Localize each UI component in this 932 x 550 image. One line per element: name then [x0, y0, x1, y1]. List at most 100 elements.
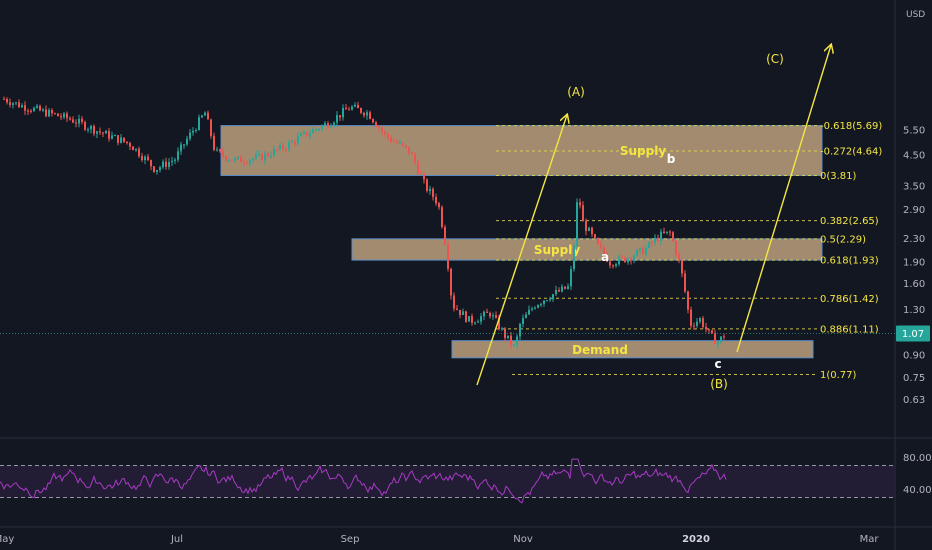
candle-body: [648, 242, 650, 248]
wave-labels-layer: (A) (B) (C) a b c: [567, 52, 784, 391]
candle: [405, 144, 407, 149]
candle: [624, 256, 626, 263]
candle: [657, 234, 659, 243]
candle: [489, 311, 491, 319]
candle-body: [108, 131, 110, 139]
candle-body: [246, 162, 248, 164]
candle-body: [378, 126, 380, 128]
candle-body: [3, 98, 5, 100]
candle: [75, 119, 77, 128]
candle-body: [720, 336, 722, 343]
candle-body: [237, 156, 239, 159]
candle: [279, 142, 281, 151]
candle: [27, 108, 29, 116]
candle-body: [495, 315, 497, 318]
candle-body: [354, 104, 356, 107]
candle-body: [690, 309, 692, 326]
candle-body: [84, 121, 86, 130]
candle: [555, 285, 557, 296]
candle-body: [339, 115, 341, 118]
candle-body: [711, 330, 713, 334]
candle: [36, 103, 38, 109]
candle: [534, 306, 536, 310]
candle-body: [540, 303, 542, 306]
time-axis[interactable]: MayJulSepNov2020MarMayJulSepNov2021: [0, 534, 932, 545]
candle-body: [207, 112, 209, 120]
candle: [177, 147, 179, 163]
candle-body: [279, 144, 281, 150]
candle: [609, 258, 611, 269]
candle-body: [552, 294, 554, 300]
candle: [258, 150, 260, 157]
candle-body: [306, 131, 308, 136]
candle: [525, 311, 527, 319]
fib-label-4: 0.5(2.29): [820, 234, 866, 245]
time-tick-0: May: [0, 534, 14, 545]
candle: [639, 247, 641, 254]
candle: [387, 133, 389, 142]
candle-body: [99, 131, 101, 133]
candle-body: [663, 231, 665, 234]
candle: [228, 158, 230, 163]
candle: [621, 255, 623, 259]
zones-layer: Supply Supply Demand: [220, 125, 823, 359]
candle: [570, 266, 572, 291]
candle-body: [576, 202, 578, 247]
candle: [354, 102, 356, 108]
candle: [459, 309, 461, 319]
price-tick-4: 2.30: [903, 234, 925, 245]
arrow-wave-c: [736, 45, 831, 353]
candle: [465, 310, 467, 323]
candle-body: [72, 119, 74, 123]
candle: [273, 145, 275, 157]
candle-body: [258, 153, 260, 155]
candle-body: [198, 117, 200, 130]
candle-body: [288, 142, 290, 150]
candle-body: [273, 148, 275, 156]
fib-label-5: 0.618(1.93): [820, 256, 879, 267]
candle: [693, 322, 695, 331]
candle: [660, 228, 662, 246]
candle: [582, 201, 584, 222]
candle-body: [363, 112, 365, 116]
candle-body: [618, 256, 620, 265]
price-tick-1: 4.50: [903, 150, 925, 161]
candle-body: [423, 174, 425, 180]
candle-body: [555, 289, 557, 295]
candle-body: [624, 257, 626, 263]
candle: [198, 114, 200, 131]
fib-label-0: -0.618(5.69): [820, 121, 882, 132]
candle-body: [192, 130, 194, 133]
candle-body: [282, 144, 284, 150]
candle: [588, 226, 590, 232]
candle: [486, 308, 488, 313]
candle-body: [402, 142, 404, 146]
rsi-panel[interactable]: 80.00 40.00: [0, 453, 932, 504]
candle-body: [621, 256, 623, 258]
candle-body: [435, 197, 437, 204]
candle: [474, 321, 476, 325]
candle: [684, 270, 686, 294]
candle: [591, 226, 593, 238]
candle-body: [228, 160, 230, 162]
candle-body: [267, 153, 269, 156]
candle-body: [567, 286, 569, 289]
zone-supply-1: [351, 238, 823, 261]
candle: [528, 305, 530, 316]
price-tick-11: 0.63: [903, 395, 925, 406]
fib-label-6: 0.786(1.42): [820, 294, 879, 305]
candle: [87, 127, 89, 133]
candle-body: [264, 153, 266, 161]
candle: [483, 310, 485, 321]
candle: [597, 237, 599, 245]
candle-body: [57, 113, 59, 117]
candle-body: [615, 264, 617, 266]
candle: [60, 113, 62, 121]
candle-body: [222, 151, 224, 157]
candle: [411, 151, 413, 155]
fib-label-2: 0(3.81): [820, 171, 857, 182]
candle-body: [186, 138, 188, 145]
zone-label-2: Demand: [572, 343, 628, 357]
arrows-layer: [476, 45, 831, 386]
